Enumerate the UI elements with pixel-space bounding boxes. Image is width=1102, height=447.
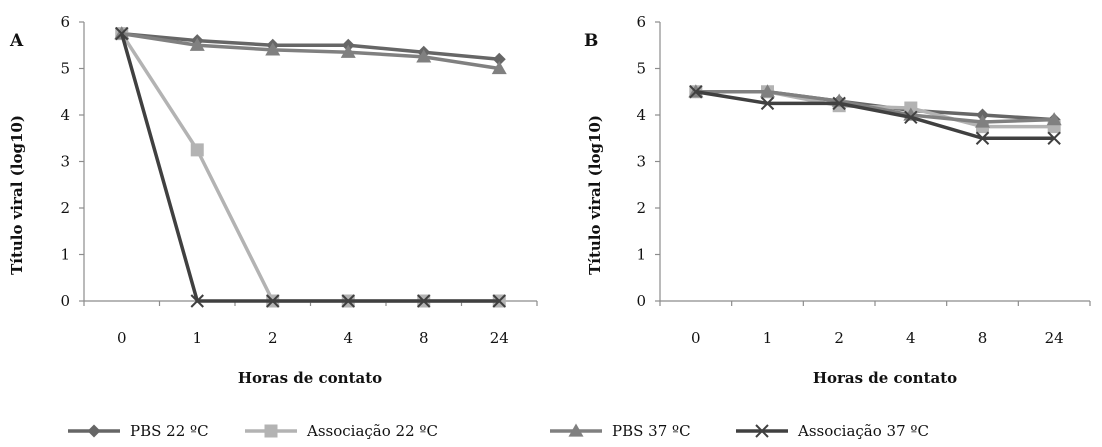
x-tick-label: 8 xyxy=(978,329,988,347)
y-tick-label: 6 xyxy=(60,13,70,31)
y-tick-label: 4 xyxy=(60,106,70,124)
x-tick-label: 0 xyxy=(691,329,701,347)
legend-entry-pbs-22-c: PBS 22 ºC xyxy=(68,422,209,440)
y-tick-label: 1 xyxy=(636,246,646,264)
legend: PBS 22 ºC Associação 22 ºC PBS 37 ºC Associ… xyxy=(68,422,929,440)
x-tick-label: 1 xyxy=(192,329,202,347)
legend-entry-pbs-37-c: PBS 37 ºC xyxy=(550,422,691,440)
series-line xyxy=(122,34,500,60)
legend-marker xyxy=(88,425,101,438)
x-tick-label: 1 xyxy=(763,329,773,347)
x-tick-label: 2 xyxy=(268,329,278,347)
y-tick-label: 5 xyxy=(636,60,646,78)
y-tick-label: 1 xyxy=(60,246,70,264)
y-tick-label: 2 xyxy=(60,199,70,217)
legend-label: Associação 22 ºC xyxy=(306,422,438,440)
x-tick-label: 0 xyxy=(117,329,127,347)
y-tick-label: 0 xyxy=(60,292,70,310)
x-tick-label: 24 xyxy=(490,329,509,347)
panel-letter: A xyxy=(9,31,24,51)
y-tick-label: 3 xyxy=(60,153,70,171)
series-associacao-22-c xyxy=(115,27,506,307)
series-line xyxy=(122,34,500,301)
x-tick-label: 4 xyxy=(906,329,916,347)
series-associacao-37-c xyxy=(116,28,506,307)
y-tick-label: 3 xyxy=(636,153,646,171)
y-tick-label: 6 xyxy=(636,13,646,31)
y-tick-label: 4 xyxy=(636,106,646,124)
data-point xyxy=(191,143,204,156)
y-axis-title: Título viral (log10) xyxy=(586,115,604,275)
legend-label: Associação 37 ºC xyxy=(797,422,929,440)
x-tick-label: 8 xyxy=(419,329,429,347)
x-axis-title: Horas de contato xyxy=(813,369,957,387)
x-tick-label: 2 xyxy=(834,329,844,347)
y-tick-label: 2 xyxy=(636,199,646,217)
x-axis-title: Horas de contato xyxy=(238,369,382,387)
y-tick-label: 0 xyxy=(636,292,646,310)
legend-label: PBS 22 ºC xyxy=(130,422,209,440)
x-tick-label: 24 xyxy=(1045,329,1064,347)
legend-label: PBS 37 ºC xyxy=(612,422,691,440)
series-pbs-37-c xyxy=(114,26,507,74)
series-line xyxy=(122,34,500,301)
y-tick-label: 5 xyxy=(60,60,70,78)
legend-entry-associacao-22-c: Associação 22 ºC xyxy=(245,422,438,440)
y-axis-title: Título viral (log10) xyxy=(8,115,26,275)
panel-letter: B xyxy=(584,31,598,51)
legend-marker xyxy=(265,425,278,438)
x-tick-label: 4 xyxy=(343,329,353,347)
legend-entry-associacao-37-c: Associação 37 ºC xyxy=(736,422,929,440)
